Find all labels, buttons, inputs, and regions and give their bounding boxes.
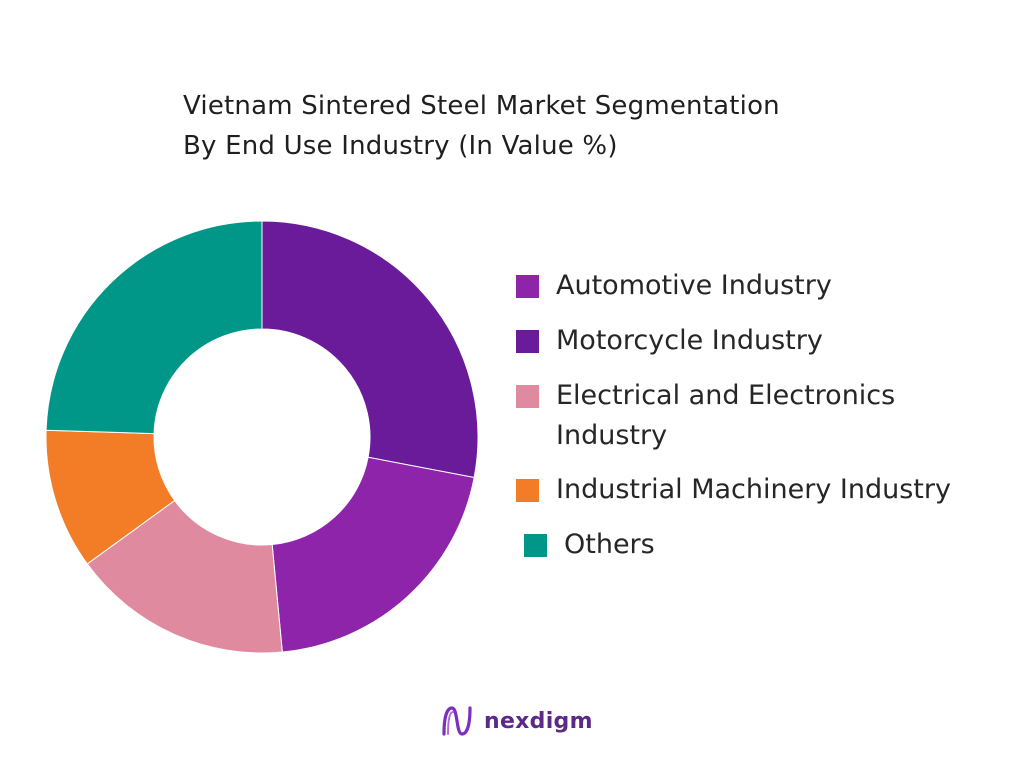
legend-label-motorcycle: Motorcycle Industry	[556, 325, 823, 356]
legend-label-electrical: Electrical and Electronics Industry	[556, 380, 896, 451]
legend-swatch-industrial-machinery	[516, 479, 539, 502]
legend-swatch-motorcycle	[516, 330, 539, 353]
legend-swatch-others	[524, 534, 547, 557]
chart-title-line-1: Vietnam Sintered Steel Market Segmentati…	[183, 91, 780, 121]
donut-slices	[45, 220, 479, 654]
legend-item-automotive: Automotive Industry	[516, 266, 832, 306]
chart-title: Vietnam Sintered Steel Market Segmentati…	[183, 86, 780, 166]
legend-item-electrical: Electrical and Electronics Industry	[516, 376, 956, 456]
legend-item-others: Others	[524, 525, 655, 565]
brand-name: nexdigm	[484, 708, 593, 734]
chart-title-line-2: By End Use Industry (In Value %)	[183, 131, 618, 161]
legend-label-others: Others	[564, 529, 655, 560]
legend-swatch-electrical	[516, 385, 539, 408]
donut-slice-others	[45, 220, 263, 435]
donut-slice-automotive-industry	[271, 456, 475, 653]
legend-item-motorcycle: Motorcycle Industry	[516, 321, 823, 361]
legend-swatch-automotive	[516, 275, 539, 298]
legend-item-industrial-machinery: Industrial Machinery Industry	[516, 470, 951, 510]
legend-label-automotive: Automotive Industry	[556, 270, 832, 301]
donut-slice-motorcycle-industry	[261, 220, 479, 479]
legend-label-industrial-machinery: Industrial Machinery Industry	[556, 474, 951, 505]
donut-slice-electrical-and-electronics-industry	[86, 499, 283, 654]
brand-logo: nexdigm	[440, 704, 593, 738]
nexdigm-logo-icon	[442, 706, 472, 736]
